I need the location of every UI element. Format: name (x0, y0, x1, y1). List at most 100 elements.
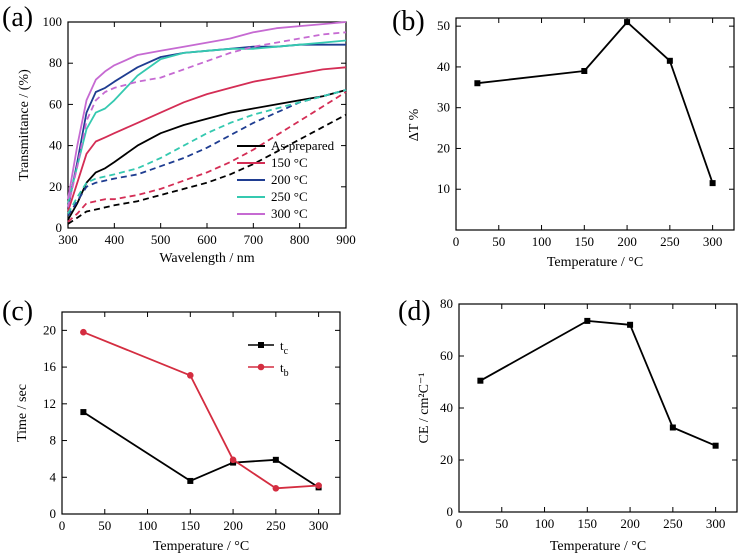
panel-a-series-line-8 (67, 21, 347, 200)
panel-a-xtick-label: 300 (58, 232, 78, 247)
panel-d-xtick-label: 100 (535, 516, 555, 531)
panel-b-chart: (b) 0 50 100 150 200 250 300 10 20 30 40 50 Tempera… (392, 6, 735, 270)
panel-b-xtick-label: 150 (575, 234, 595, 249)
panel-a-series-line-2 (67, 66, 347, 212)
panel-d-ytick-label: 0 (447, 504, 454, 519)
panel-a-legend-label: 250 °C (271, 189, 308, 204)
panel-a-label: (a) (2, 2, 33, 33)
panel-d-xtick-label: 150 (578, 516, 598, 531)
panel-c-ytick-label: 20 (43, 322, 56, 337)
panel-a-xtick-label: 600 (197, 232, 217, 247)
panel-d-ylabel: CE / cm²C⁻¹ (417, 372, 432, 443)
panel-c-data-point (229, 456, 237, 464)
panel-a-xtick-label: 400 (105, 232, 125, 247)
panel-b-xtick-label: 250 (660, 234, 680, 249)
panel-a-series-line-1 (67, 113, 347, 225)
panel-c-xtick-label: 50 (98, 518, 111, 533)
panel-c-xtick-label: 150 (181, 518, 201, 533)
panel-d-data-point (627, 321, 634, 328)
panel-c-legend-label: tb (280, 360, 289, 379)
panel-d-xtick-label: 50 (495, 516, 508, 531)
panel-c-ytick-label: 12 (43, 396, 56, 411)
panel-c-data-point (80, 328, 87, 336)
panel-c-ytick-label: 8 (50, 433, 57, 448)
panel-c-xtick-label: 300 (309, 518, 329, 533)
panel-a-ytick-label: 100 (43, 14, 63, 29)
panel-d-xtick-label: 300 (706, 516, 726, 531)
panel-b-xlabel: Temperature / °C (547, 255, 643, 270)
panel-d-frame (458, 303, 738, 513)
panel-d-xtick-label: 250 (663, 516, 683, 531)
panel-d-series-line-0 (479, 319, 716, 447)
panel-a-series-line-6 (67, 39, 347, 204)
panel-d-xlabel: Temperature / °C (550, 539, 646, 554)
panel-b-ytick-label: 40 (437, 59, 450, 74)
panel-c-legend: tc tb (248, 338, 289, 379)
panel-b-data-point (666, 57, 673, 64)
panel-b-xtick-label: 200 (617, 234, 637, 249)
panel-a-ylabel: Transmittance / (%) (17, 69, 32, 181)
panel-c-xtick-label: 200 (223, 518, 243, 533)
panel-d-ytick-label: 40 (440, 400, 453, 415)
panel-b-ylabel: ΔT % (407, 108, 422, 141)
panel-a-series-line-5 (67, 89, 347, 217)
panel-a-legend-label: 150 °C (271, 155, 308, 170)
panel-c-legend-marker (257, 363, 265, 371)
panel-b-data-point (709, 180, 716, 187)
panel-c-ytick-label: 16 (43, 359, 57, 374)
panel-c-ytick-label: 0 (50, 506, 57, 521)
panel-a-xtick-label: 500 (151, 232, 171, 247)
panel-b-ytick-label: 20 (437, 140, 450, 155)
panel-c-data-point (187, 477, 194, 484)
panel-c-data-point (187, 372, 194, 379)
panel-b-ytick-label: 30 (437, 100, 450, 115)
panel-a-legend-label: As prepared (271, 138, 335, 153)
panel-c-legend-label: tc (280, 338, 289, 357)
panel-d-xtick-label: 200 (620, 516, 640, 531)
panel-a-xlabel: Wavelength / nm (159, 251, 254, 266)
panel-c-data-point (272, 456, 279, 463)
panel-c-xtick-label: 100 (138, 518, 158, 533)
panel-d-data-point (584, 317, 591, 324)
panel-d-ytick-label: 20 (440, 452, 453, 467)
panel-c-legend-marker (258, 342, 264, 348)
panel-c-chart: (c) 0 50 100 150 200 250 300 0 4 8 12 16 20 tc tb Tem… (2, 296, 341, 554)
panel-a-series-line-9 (67, 31, 347, 208)
panel-d-ytick-label: 80 (440, 296, 453, 311)
panel-a-xtick-label: 700 (244, 232, 264, 247)
panel-c-ylabel: Time / sec (15, 384, 30, 442)
panel-a-series-line-7 (67, 89, 347, 215)
panel-b-ytick-label: 10 (437, 181, 450, 196)
panel-c-xtick-label: 0 (59, 518, 66, 533)
panel-a-series-line-0 (67, 89, 347, 221)
panel-b-ytick-label: 50 (437, 18, 450, 33)
panel-b-xtick-label: 300 (703, 234, 723, 249)
panel-b-xtick-label: 0 (453, 234, 460, 249)
panel-a-xtick-label: 900 (336, 232, 356, 247)
panel-b-data-point (581, 68, 588, 74)
panel-a-ytick-label: 80 (49, 55, 62, 70)
panel-b-data-point (624, 19, 631, 26)
panel-d-label: (d) (398, 296, 431, 327)
panel-c-data-point (80, 409, 87, 416)
panel-d-data-point (712, 442, 719, 449)
panel-c-series-line-0 (82, 411, 320, 489)
panel-b-series-line-0 (477, 21, 714, 184)
panel-c-ytick-label: 4 (50, 469, 57, 484)
panel-a-ytick-label: 20 (49, 179, 62, 194)
panel-c-data-point (272, 484, 280, 492)
panel-b-xtick-label: 100 (532, 234, 552, 249)
panel-c-xlabel: Temperature / °C (153, 539, 249, 554)
panel-c-xtick-label: 250 (266, 518, 286, 533)
panel-a-xtick-label: 800 (290, 232, 310, 247)
panel-b-xtick-label: 50 (492, 234, 505, 249)
panel-d-chart: (d) 0 50 100 150 200 250 300 0 20 40 60 80 Temperat… (398, 296, 738, 554)
panel-d-ytick-label: 60 (440, 348, 453, 363)
panel-a-ytick-label: 60 (49, 96, 62, 111)
panel-c-data-point (315, 482, 322, 489)
panel-b-label: (b) (392, 6, 425, 37)
panel-d-xtick-label: 0 (456, 516, 463, 531)
panel-a-legend: As prepared 150 °C 200 °C 250 °C 300 °C (237, 138, 335, 221)
panel-a-legend-label: 200 °C (271, 172, 308, 187)
